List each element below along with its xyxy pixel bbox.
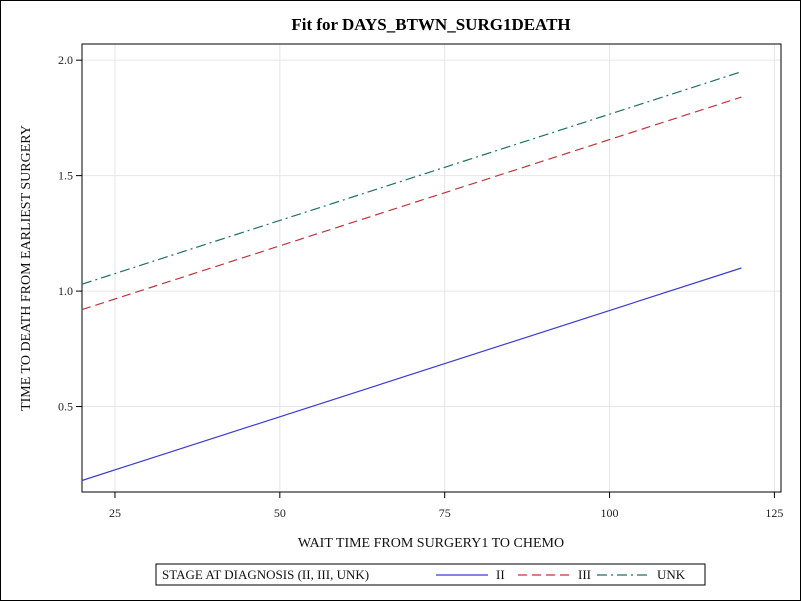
series-line-ii	[81, 267, 742, 482]
legend-box	[155, 563, 706, 586]
chart-title: Fit for DAYS_BTWN_SURG1DEATH	[291, 15, 570, 34]
series-group	[81, 71, 742, 482]
y-axis: 0.5 1.0 1.5 2.0	[58, 53, 82, 414]
legend-title: STAGE AT DIAGNOSIS (II, III, UNK)	[162, 567, 369, 582]
x-tick-label: 100	[601, 506, 619, 520]
series-line-iii	[81, 96, 742, 311]
y-tick-label: 0.5	[58, 400, 73, 414]
legend-label-unk: UNK	[657, 567, 686, 582]
y-tick-label: 1.5	[58, 169, 73, 183]
x-tick-label: 125	[765, 506, 783, 520]
legend-label-iii: III	[578, 567, 591, 582]
x-tick-label: 75	[439, 506, 451, 520]
x-axis: 25 50 75 100 125	[109, 492, 783, 520]
legend: STAGE AT DIAGNOSIS (II, III, UNK) II III U…	[155, 563, 706, 586]
x-tick-label: 25	[109, 506, 121, 520]
x-axis-label: WAIT TIME FROM SURGERY1 TO CHEMO	[298, 536, 564, 551]
y-axis-label: TIME TO DEATH FROM EARLIEST SURGERY	[19, 125, 34, 411]
y-tick-label: 1.0	[58, 284, 73, 298]
plot-area	[81, 43, 782, 493]
series-line-unk	[81, 71, 742, 285]
y-tick-label: 2.0	[58, 53, 73, 67]
x-tick-label: 50	[274, 506, 286, 520]
grid	[82, 44, 781, 492]
legend-label-ii: II	[496, 567, 505, 582]
